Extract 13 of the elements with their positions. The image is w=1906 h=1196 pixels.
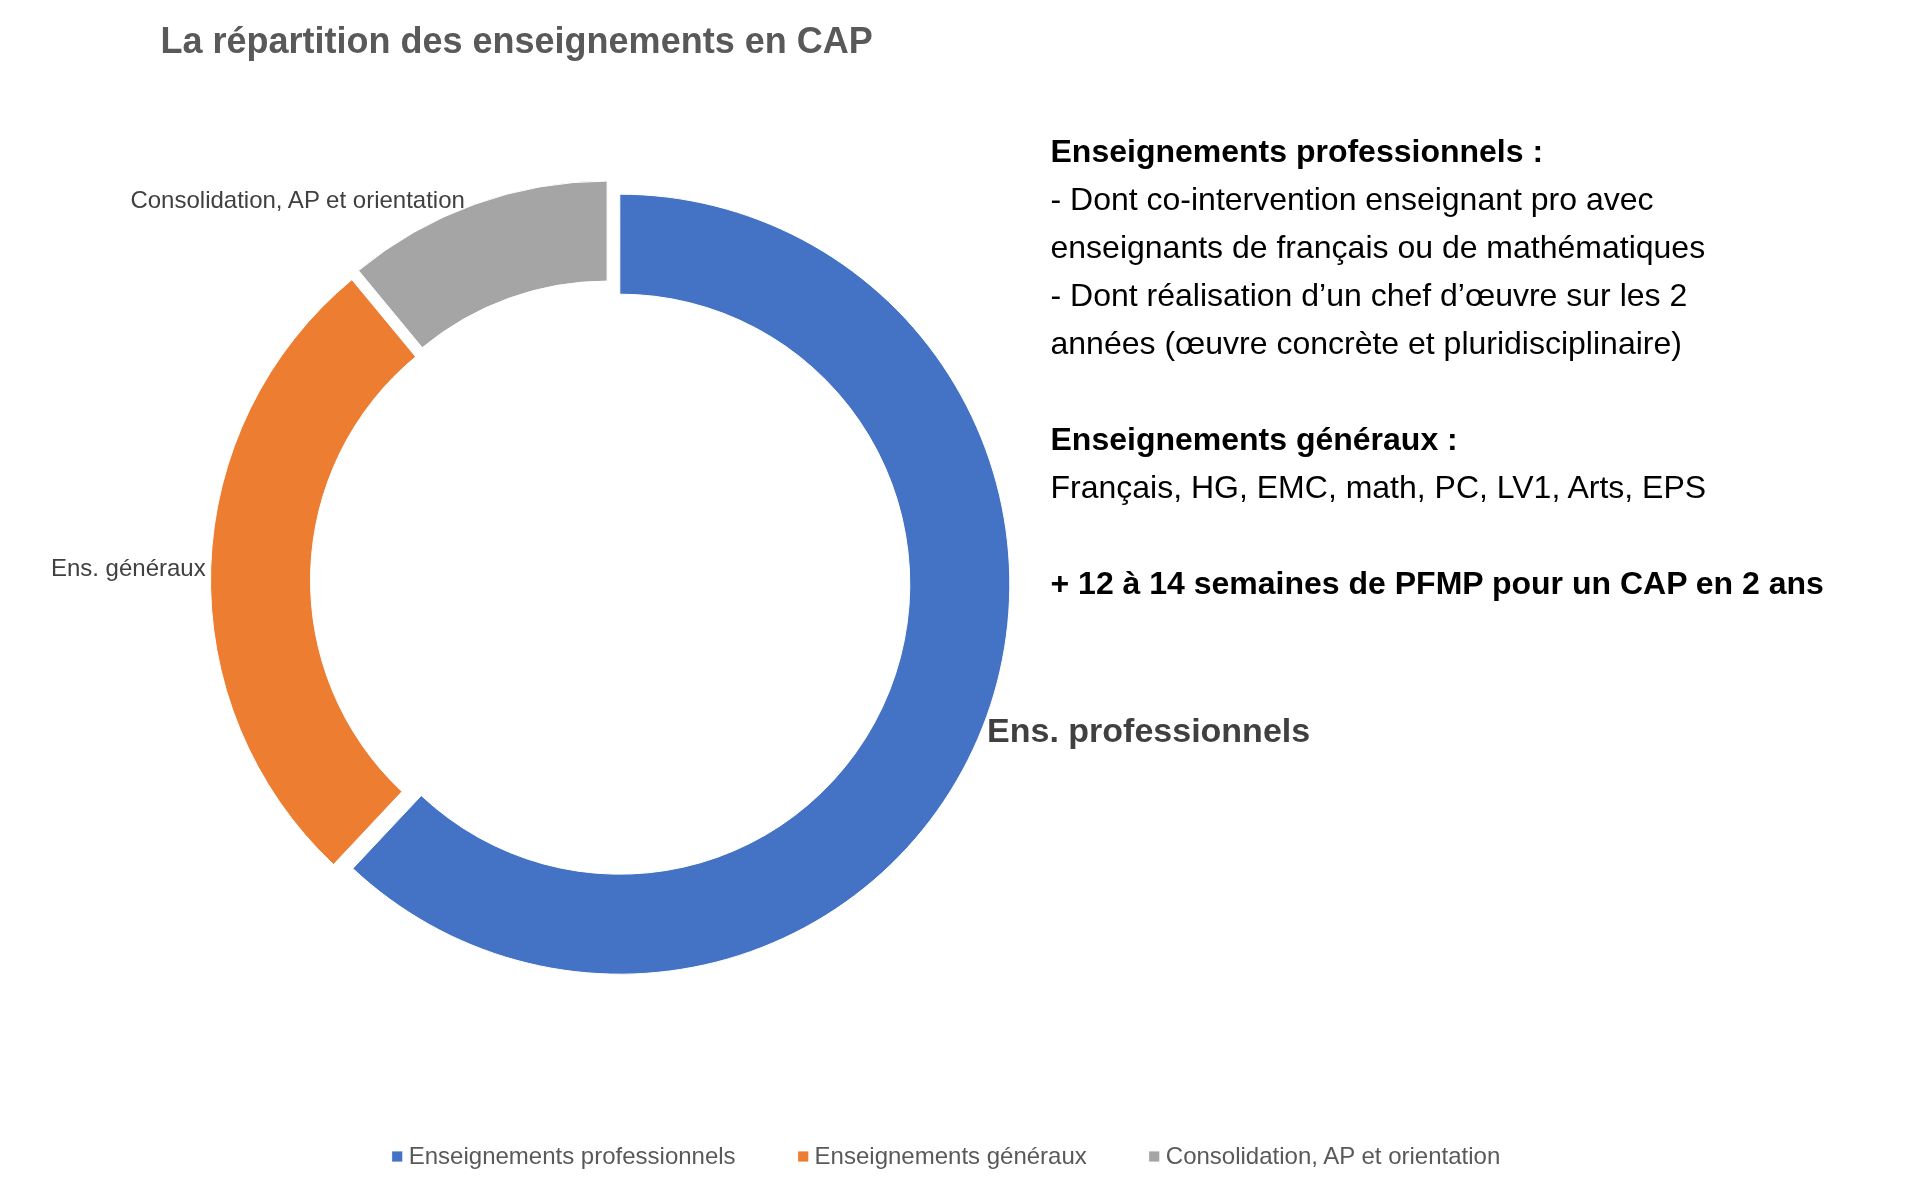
text: - Dont réalisation d’un chef d’œuvre sur les 2 années (œuvre concrète et pluridisciplinaire): [1050, 276, 1688, 361]
legend-label: Consolidation, AP et orientation: [1165, 1142, 1501, 1170]
legend-label: Enseignements professionnels: [408, 1142, 736, 1170]
text: + 12 à 14 semaines de PFMP pour un CAP en 2 ans: [1050, 564, 1824, 601]
text: Enseignements professionnels :: [1050, 132, 1544, 169]
legend-label: Enseignements généraux: [814, 1142, 1087, 1170]
chart-title: La répartition des enseignements en CAP: [160, 20, 873, 61]
data-label: Consolidation, AP et orientation: [130, 185, 465, 213]
data-label: Ens. professionnels: [987, 710, 1311, 749]
text: Enseignements généraux :: [1050, 420, 1458, 457]
text: Français, HG, EMC, math, PC, LV1, Arts, EPS: [1050, 468, 1707, 505]
data-label: Ens. généraux: [50, 554, 206, 582]
text: - Dont co-intervention enseignant pro avec enseignants de français ou de mathématiques: [1050, 180, 1706, 265]
